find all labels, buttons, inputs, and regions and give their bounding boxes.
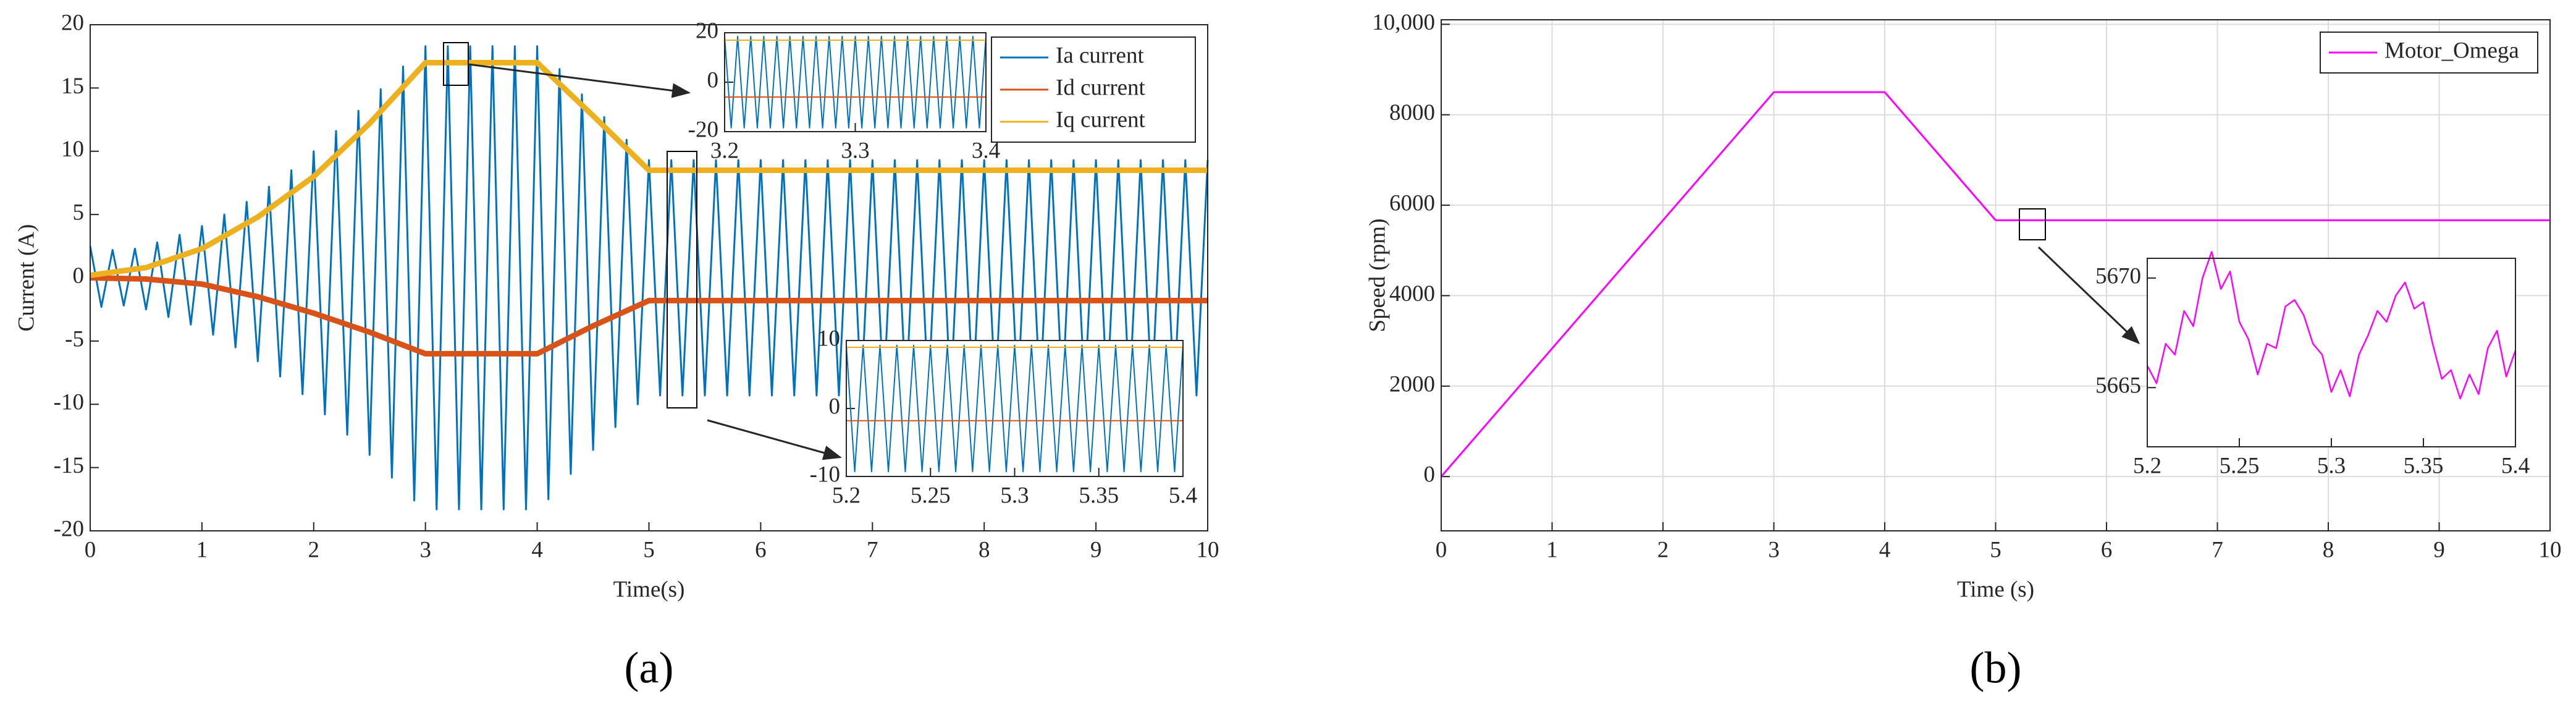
zoom-box [2019,208,2046,240]
x-tick-label: 5.3 [2317,453,2346,478]
series-line [89,45,1209,510]
y-tick-label: 0 [707,67,719,93]
zoom-arrow [468,63,691,98]
plot-area [846,340,1184,477]
x-tick-label: 0 [85,537,96,562]
x-tick-label: 1 [1546,537,1558,562]
x-tick-label: 7 [2212,537,2223,562]
y-tick-label: 6000 [1389,191,1435,216]
x-tick-label: 2 [1657,537,1669,562]
x-tick-label: 5 [643,537,655,562]
x-tick-label: 3.4 [972,138,1000,163]
zoom-box [667,151,697,408]
x-tick-label: 5.2 [2133,453,2161,478]
y-tick-label: 0 [1424,462,1436,488]
legend-label: Motor_Omega [2384,38,2519,63]
y-tick-label: 0 [829,394,841,419]
x-tick-label: 4 [1879,537,1891,562]
x-tick-label: 1 [196,537,208,562]
panel-label: (b) [1970,643,2022,693]
x-tick-label: 5.25 [2220,453,2260,478]
legend-label: Ia current [1056,43,1144,68]
x-tick-label: 5.4 [1169,483,1197,508]
x-tick-label: 3.2 [710,138,739,163]
y-tick-label: -10 [810,462,840,487]
x-tick-label: 10 [2539,537,2562,562]
x-tick-label: 6 [2101,537,2113,562]
zoom-arrow [707,419,842,460]
series-line [846,344,1184,473]
plot-border [846,340,1184,477]
y-tick-label: -5 [65,326,84,352]
x-tick-label: 3 [419,537,431,562]
y-tick-label: 5670 [2095,263,2141,289]
x-tick-label: 6 [755,537,767,562]
legend-label: Iq current [1056,107,1146,132]
x-tick-label: 5.35 [1079,483,1119,508]
zoom-box [443,42,469,86]
series-line [90,59,1208,278]
series-line [90,275,1208,357]
x-tick-label: 5 [1990,537,2001,562]
plot-area [724,32,987,132]
y-axis-label: Current (A) [14,224,39,332]
y-tick-label: 0 [73,263,85,289]
series-line [2146,251,2517,400]
x-tick-label: 9 [2433,537,2445,562]
x-tick-label: 9 [1090,537,1102,562]
x-axis-label: Time (s) [1957,577,2034,602]
y-tick-label: 20 [696,18,718,43]
x-tick-label: 3 [1768,537,1780,562]
x-tick-label: 7 [867,537,878,562]
x-tick-label: 8 [979,537,990,562]
x-tick-label: 5.4 [2501,453,2530,478]
x-tick-label: 0 [1436,537,1447,562]
x-tick-label: 8 [2323,537,2334,562]
y-tick-label: -20 [54,516,84,541]
x-tick-label: 5.35 [2404,453,2444,478]
y-axis-label: Speed (rpm) [1365,219,1390,332]
x-tick-label: 5.2 [832,483,861,508]
plot-border [1441,19,2551,531]
x-tick-label: 4 [531,537,543,562]
y-tick-label: 8000 [1389,100,1435,125]
plot-border [724,32,987,132]
series-line [1440,91,2550,478]
y-tick-label: 20 [61,10,84,35]
y-tick-label: 10,000 [1372,10,1435,35]
y-tick-label: 5 [73,200,85,226]
x-tick-label: 5.3 [1000,483,1029,508]
zoom-annotations [443,42,2140,460]
plot-area [2147,258,2516,447]
y-tick-label: 15 [61,74,84,99]
x-tick-label: 2 [308,537,320,562]
panel-label: (a) [625,643,674,693]
y-tick-label: 4000 [1389,281,1435,307]
y-tick-label: 10 [817,326,840,351]
plot-border [2147,258,2516,447]
x-tick-label: 10 [1197,537,1219,562]
x-axis-label: Time(s) [613,577,685,602]
y-tick-label: 5665 [2095,373,2141,399]
y-tick-label: 2000 [1389,371,1435,397]
x-tick-label: 3.3 [841,138,869,163]
y-tick-label: -20 [688,117,718,142]
plot-border [90,24,1208,531]
y-tick-label: -10 [54,390,84,415]
y-tick-label: -15 [54,453,84,478]
x-tick-label: 5.25 [911,483,951,508]
y-tick-label: 10 [61,137,84,162]
legend-label: Id current [1056,75,1146,100]
zoom-arrow [2037,246,2140,345]
